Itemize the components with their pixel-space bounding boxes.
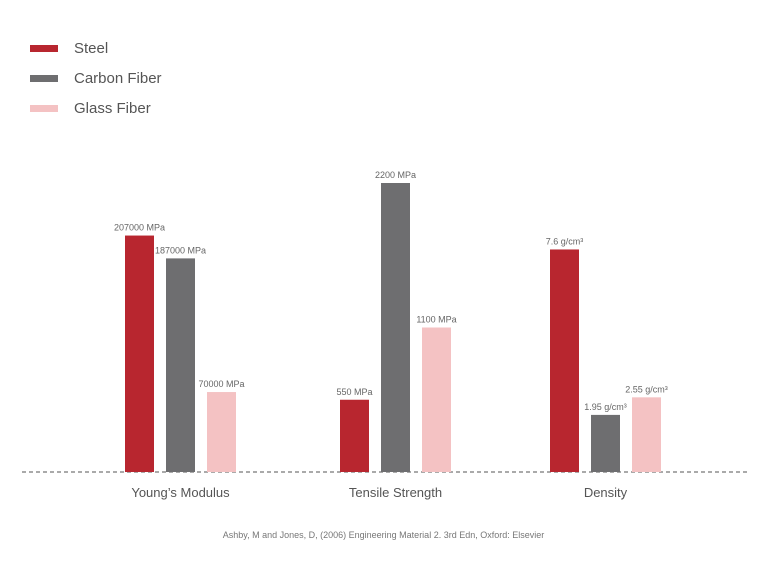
category-label-density: Density	[584, 485, 628, 500]
data-label-young-s-modulus-steel: 207000 MPa	[114, 223, 165, 233]
data-label-tensile-strength-glass-fiber: 1100 MPa	[416, 315, 456, 325]
legend-swatch-steel	[30, 44, 58, 52]
category-label-tensile-strength: Tensile Strength	[349, 485, 442, 500]
bar-tensile-strength-steel	[340, 399, 369, 472]
legend-label-glass-fiber: Glass Fiber	[74, 99, 151, 117]
legend-label-steel: Steel	[74, 39, 109, 57]
data-label-young-s-modulus-glass-fiber: 70000 MPa	[198, 379, 244, 389]
category-label-young-s-modulus: Young’s Modulus	[131, 485, 230, 500]
legend-item-carbon-fiber: Carbon Fiber	[30, 64, 162, 92]
legend-item-steel: Steel	[30, 34, 162, 62]
legend-swatch-carbon-fiber	[30, 74, 58, 82]
legend-swatch-glass-fiber	[30, 104, 58, 112]
data-label-density-carbon-fiber: 1.95 g/cm³	[584, 402, 627, 412]
bar-density-steel	[550, 249, 579, 472]
legend-item-glass-fiber: Glass Fiber	[30, 94, 162, 122]
bar-density-glass-fiber	[632, 397, 661, 472]
data-label-density-steel: 7.6 g/cm³	[546, 236, 584, 246]
legend-label-carbon-fiber: Carbon Fiber	[74, 69, 162, 87]
bar-density-carbon-fiber	[591, 414, 620, 472]
data-label-young-s-modulus-carbon-fiber: 187000 MPa	[155, 245, 206, 255]
bar-tensile-strength-glass-fiber	[422, 327, 451, 472]
legend: Steel Carbon Fiber Glass Fiber	[30, 34, 162, 124]
source-citation: Ashby, M and Jones, D, (2006) Engineerin…	[222, 530, 545, 540]
bar-tensile-strength-carbon-fiber	[381, 183, 410, 472]
bar-young-s-modulus-carbon-fiber	[166, 258, 195, 472]
bar-young-s-modulus-glass-fiber	[207, 392, 236, 472]
data-label-tensile-strength-carbon-fiber: 2200 MPa	[375, 170, 416, 180]
bar-young-s-modulus-steel	[125, 235, 154, 472]
data-label-density-glass-fiber: 2.55 g/cm³	[625, 384, 668, 394]
data-label-tensile-strength-steel: 550 MPa	[336, 387, 372, 397]
